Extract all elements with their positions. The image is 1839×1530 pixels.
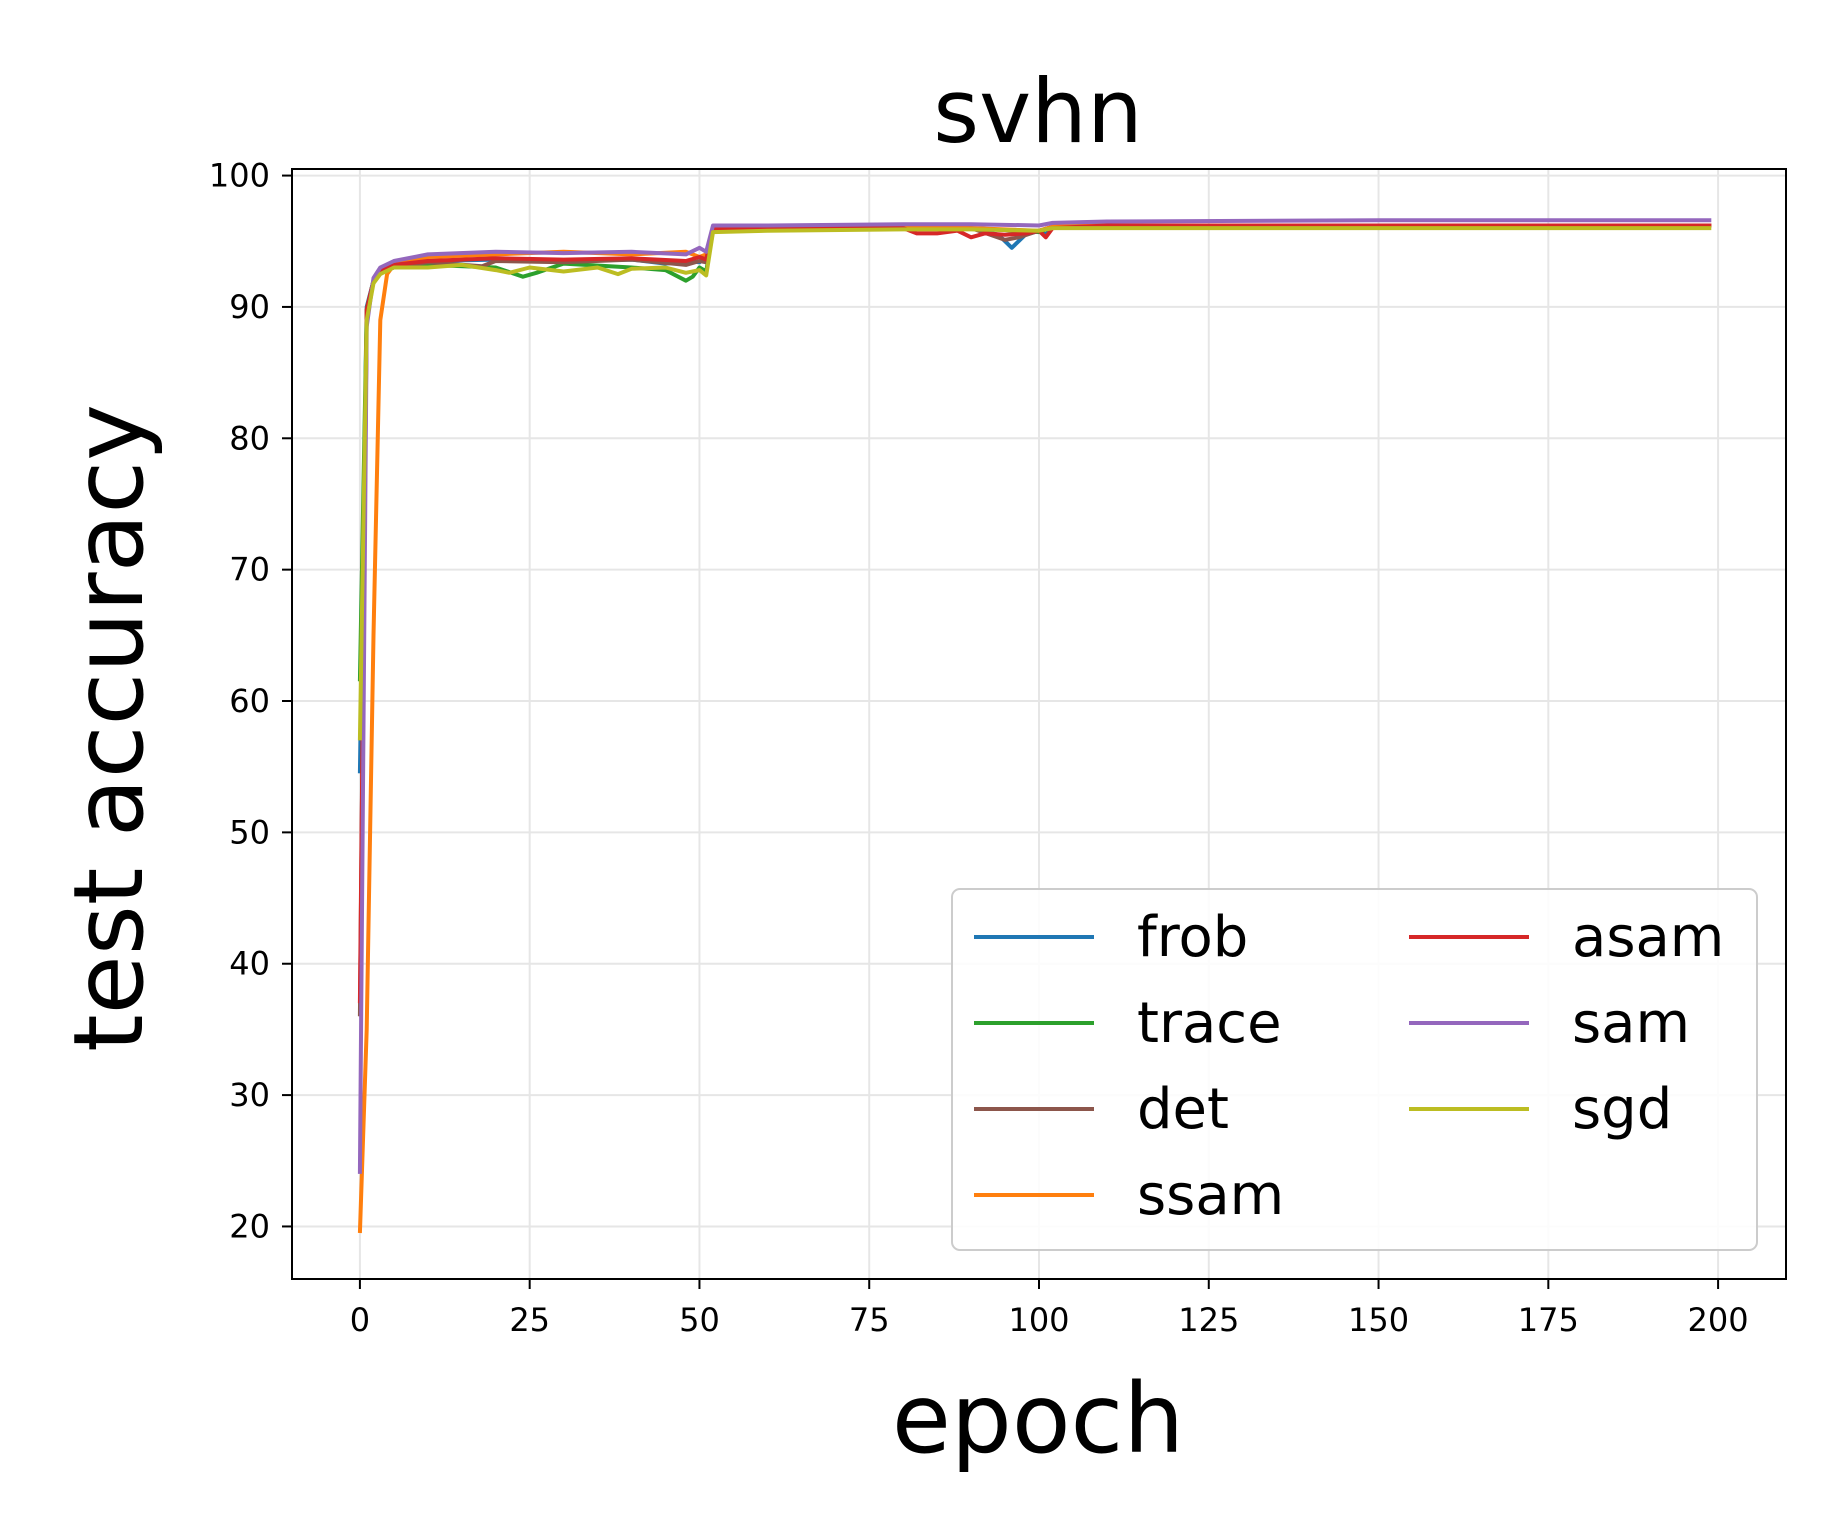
x-axis-title: epoch [892,1363,1184,1475]
x-tick-label: 0 [350,1301,370,1339]
y-tick-label: 70 [229,551,270,589]
y-axis-title: test accuracy [53,404,165,1052]
legend-item-trace: trace [974,991,1282,1056]
series-line-trace [357,223,1712,682]
legend-label-sgd: sgd [1572,1077,1672,1142]
legend: frob trace det ssam asam sam sgd [951,888,1758,1251]
x-tick-label: 100 [1008,1301,1069,1339]
y-tick-label: 90 [229,288,270,326]
x-tick-label: 200 [1688,1301,1749,1339]
legend-item-asam: asam [1409,905,1724,970]
y-tick-label: 50 [229,813,270,851]
x-tick-label: 75 [849,1301,890,1339]
series-line-sgd [357,226,1712,741]
grid [292,169,1786,1279]
legend-item-sam: sam [1409,991,1690,1056]
chart-title: svhn [933,60,1142,163]
x-tick-label: 25 [509,1301,550,1339]
legend-item-det: det [974,1077,1229,1142]
legend-label-sam: sam [1572,991,1690,1056]
legend-label-ssam: ssam [1137,1163,1284,1228]
series-line-sam [357,218,1712,1174]
y-tick-label: 20 [229,1207,270,1245]
legend-label-asam: asam [1572,905,1724,970]
x-tick-label: 150 [1348,1301,1409,1339]
x-tick-label: 125 [1178,1301,1239,1339]
legend-item-ssam: ssam [974,1163,1284,1228]
series-line-asam [357,223,1712,1004]
y-tick-label: 30 [229,1076,270,1114]
y-tick-label: 100 [209,157,270,195]
x-tick-label: 175 [1518,1301,1579,1339]
legend-label-trace: trace [1137,991,1282,1056]
legend-item-sgd: sgd [1409,1077,1672,1142]
y-tick-label: 80 [229,419,270,457]
axis-ticks: 0 25 50 75 100 125 150 175 200 20 30 40 50 60 70 80 90 10… [209,157,1749,1339]
series-layer [357,218,1712,1234]
x-tick-label: 50 [679,1301,720,1339]
legend-box [951,888,1758,1251]
legend-item-frob: frob [974,905,1248,970]
y-tick-label: 60 [229,682,270,720]
y-tick-label: 40 [229,945,270,983]
legend-label-frob: frob [1137,905,1248,970]
legend-label-det: det [1137,1077,1229,1142]
